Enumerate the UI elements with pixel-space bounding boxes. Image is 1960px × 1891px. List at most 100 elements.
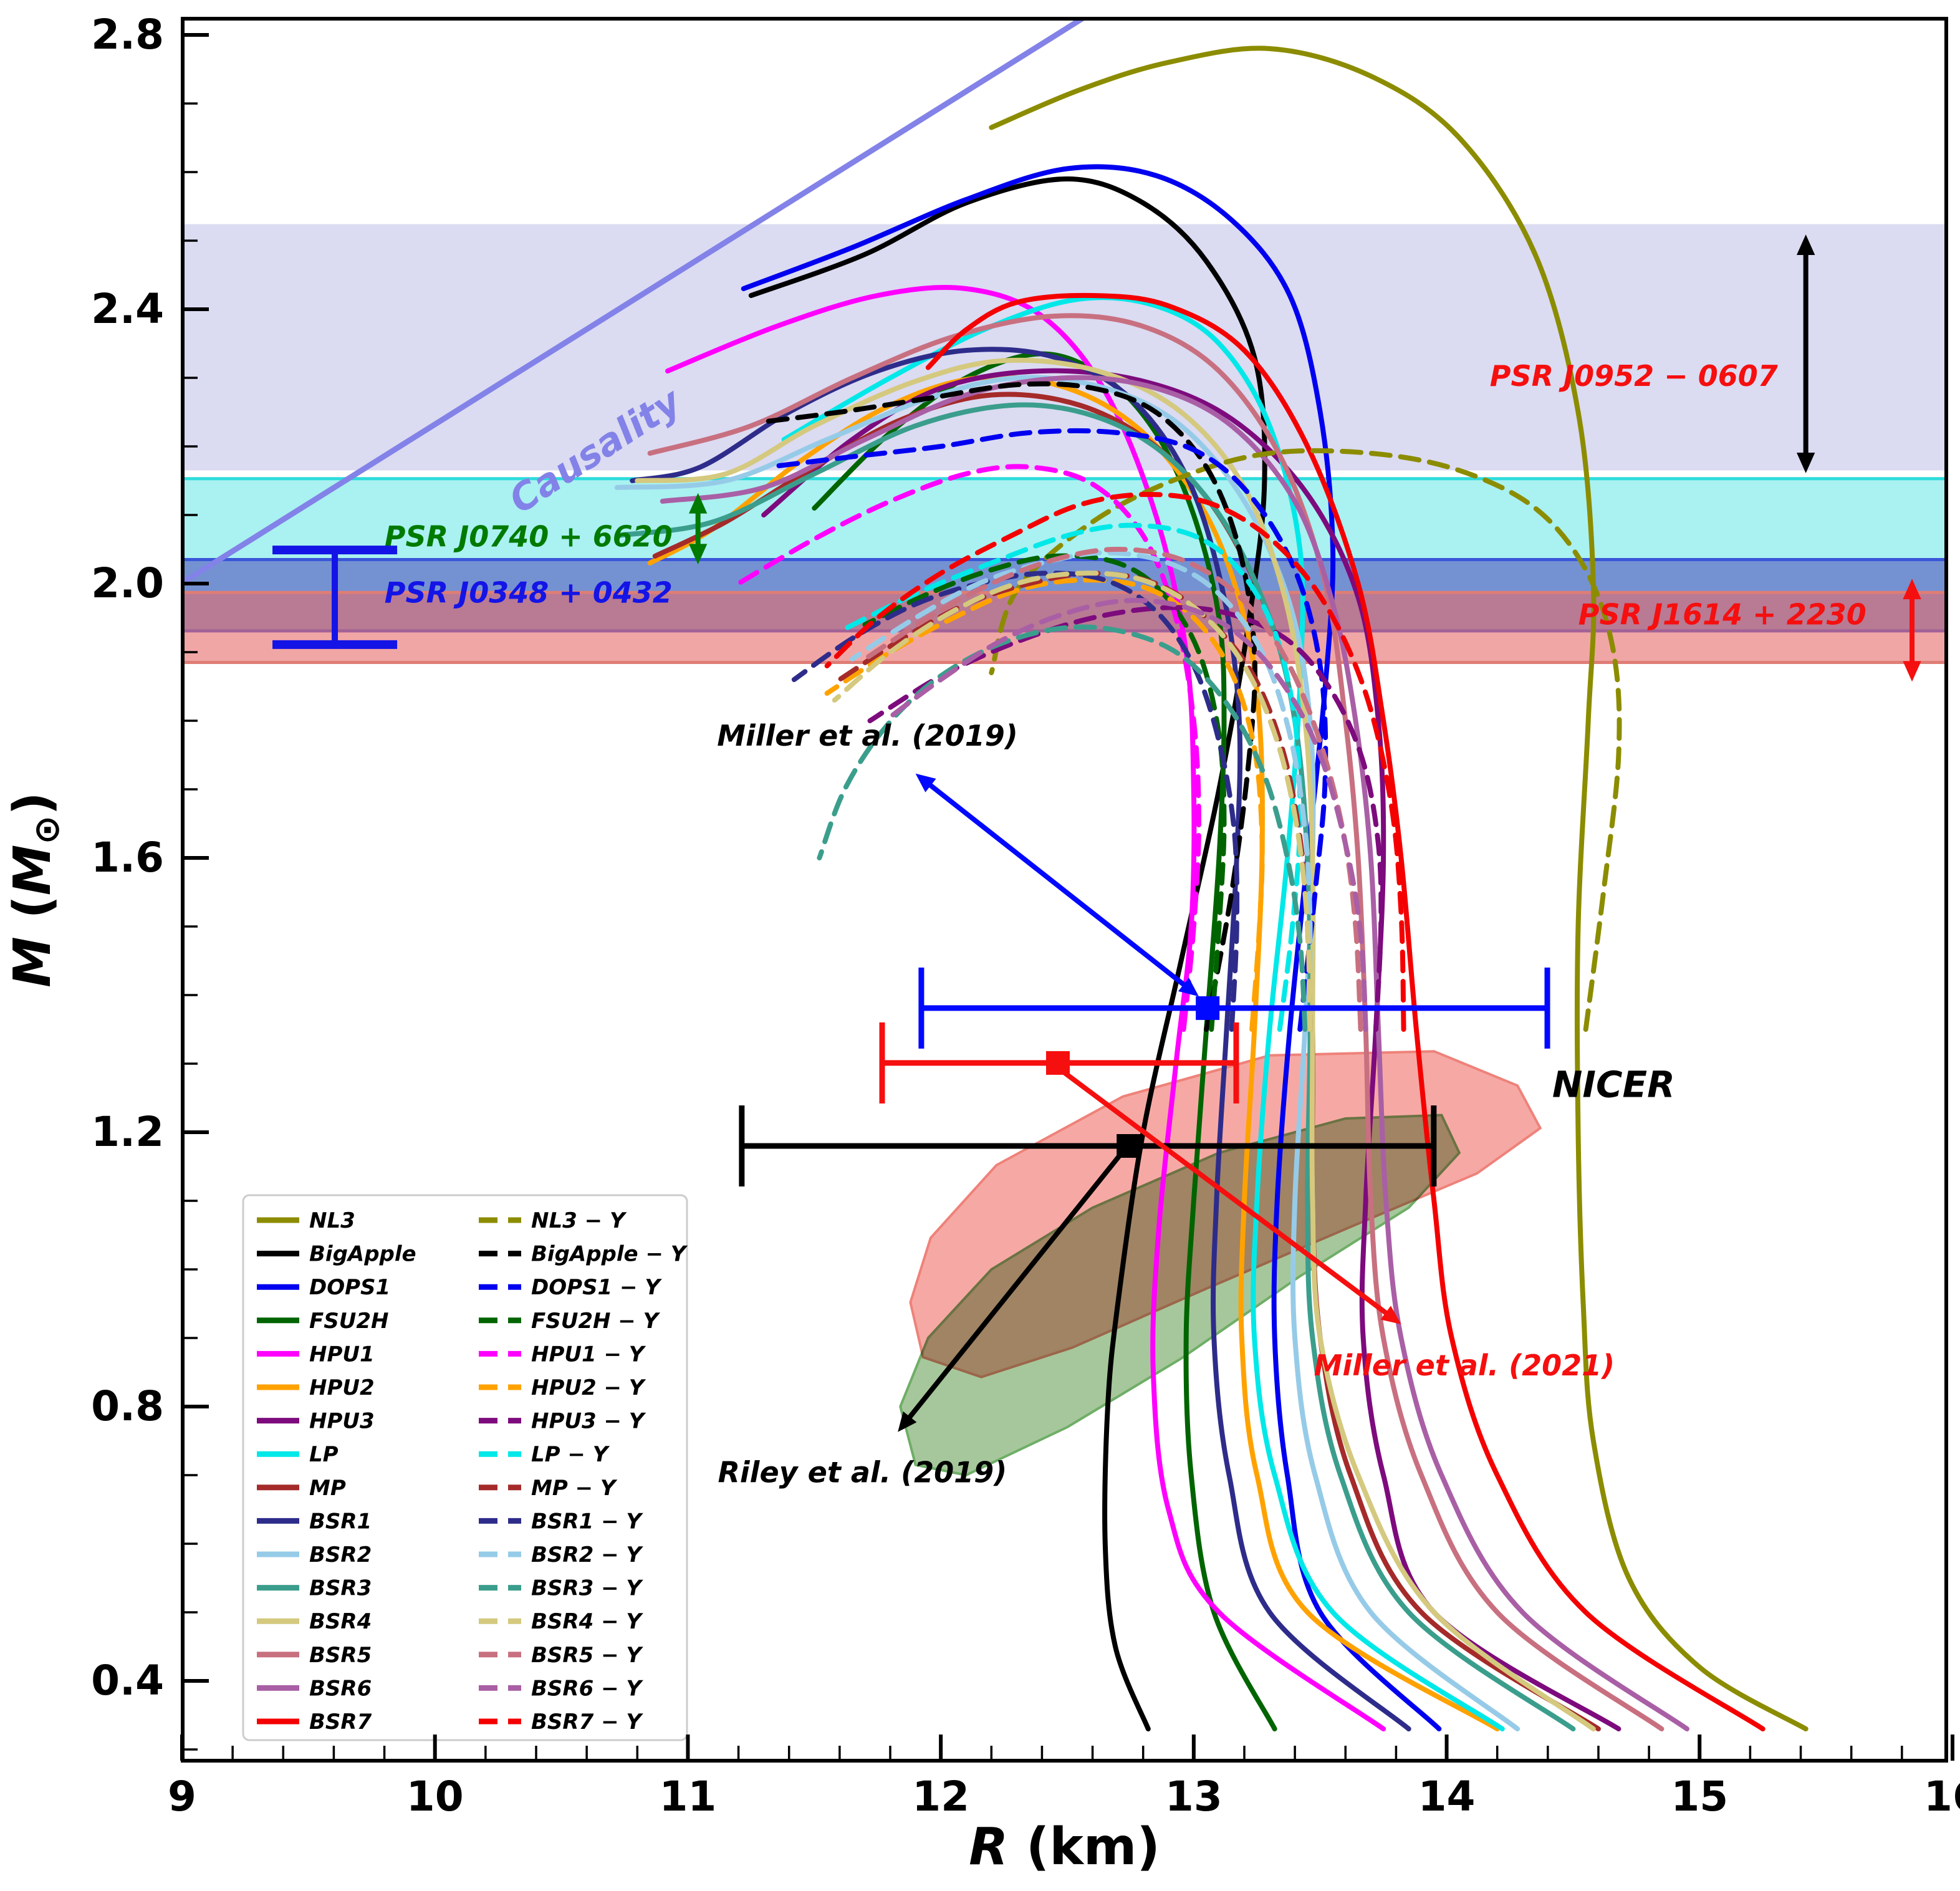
curve-HPU3 (761, 368, 1621, 1731)
legend-label-BSR1: BSR1 (309, 1509, 372, 1534)
legend-item-BSR5−Y: BSR5 − Y (479, 1643, 643, 1668)
curve-BSR5Y (862, 547, 1363, 1032)
x-tick-13: 13 (1165, 1773, 1223, 1821)
legend-label-BigApple − Y: BigApple − Y (531, 1242, 688, 1267)
x-tick-16: 16 (1924, 1773, 1960, 1821)
curve-BSR4Y (832, 570, 1313, 1032)
band-psr-j0952 (183, 224, 1946, 471)
annotation-miller-2021-label: Miller et al. (2021) (1314, 1349, 1615, 1382)
y-tick-0.4: 0.4 (91, 1657, 164, 1705)
legend-item-BSR4−Y: BSR4 − Y (479, 1609, 643, 1634)
band-label-psr-j0952: PSR J0952 − 0607 (1490, 359, 1778, 393)
legend-item-BSR2−Y: BSR2 − Y (479, 1542, 643, 1567)
legend-label-BSR3 − Y: BSR3 − Y (531, 1576, 643, 1601)
legend: NL3 NL3 − Y BigApple BigApple − Y DOPS1 DOPS1… (242, 1194, 688, 1741)
band-label-psr-j1614: PSR J1614 + 2230 (1578, 598, 1866, 632)
legend-label-DOPS1: DOPS1 (309, 1275, 390, 1300)
legend-item-BSR7−Y: BSR7 − Y (479, 1710, 643, 1735)
curve-NL3 (989, 46, 1809, 1731)
legend-label-BSR6 − Y: BSR6 − Y (531, 1676, 643, 1701)
legend-item-HPU1−Y: HPU1 − Y (479, 1342, 646, 1367)
legend-label-FSU2H − Y: FSU2H − Y (531, 1309, 661, 1334)
legend-label-BigApple: BigApple (309, 1242, 416, 1267)
legend-item-HPU1: HPU1 (257, 1342, 375, 1367)
legend-label-HPU3: HPU3 (309, 1409, 375, 1434)
legend-item-BSR5: BSR5 (257, 1643, 372, 1668)
annotation-riley-2019-label: Riley et al. (2019) (718, 1456, 1007, 1489)
axes: 9 10 11 12 13 14 15 16 0.4 0.8 1.2 1.6 2.0 2.4 2.8 R (k… (3, 11, 1960, 1877)
y-axis-label: M (M⊙) (3, 792, 67, 988)
x-tick-9: 9 (168, 1773, 196, 1821)
legend-item-LP: LP (257, 1442, 339, 1467)
annotation-nicer-label: NICER (1552, 1063, 1675, 1105)
curve-BSR7 (925, 292, 1765, 1731)
y-tick-2.4: 2.4 (91, 285, 164, 333)
legend-label-BSR2: BSR2 (309, 1542, 372, 1567)
annotations: Miller et al. (2019) Miller et al. (2021)… (717, 719, 1675, 1489)
legend-item-MP: MP (257, 1476, 346, 1501)
curve-BigAppleY (756, 381, 1257, 1032)
legend-item-BSR3: BSR3 (257, 1576, 372, 1601)
curve-BSR2Y (850, 550, 1313, 1032)
legend-item-BigApple: BigApple (257, 1242, 416, 1267)
x-tick-14: 14 (1418, 1773, 1476, 1821)
x-axis-label: R (km) (969, 1817, 1160, 1877)
curve-DOPS1Y (766, 428, 1328, 1032)
y-tick-2.8: 2.8 (91, 11, 164, 59)
legend-label-BSR2 − Y: BSR2 − Y (531, 1542, 643, 1567)
legend-label-BSR5: BSR5 (309, 1643, 372, 1668)
measurement-j0348-mass-bar (272, 546, 398, 649)
curve-BSR6Y (882, 598, 1368, 1032)
legend-item-BigApple−Y: BigApple − Y (479, 1242, 688, 1267)
band-arrows (688, 234, 1921, 682)
curve-FSU2H (812, 351, 1277, 1731)
curve-FSU2HY (862, 553, 1227, 1032)
legend-label-HPU2: HPU2 (309, 1375, 375, 1400)
legend-item-BSR1: BSR1 (257, 1509, 372, 1534)
legend-label-FSU2H: FSU2H (309, 1309, 388, 1334)
curve-BSR5 (647, 313, 1665, 1731)
curve-HPU1 (665, 284, 1386, 1731)
legend-item-HPU2: HPU2 (257, 1375, 375, 1400)
legend-item-HPU3: HPU3 (257, 1409, 375, 1434)
legend-label-MP: MP (309, 1476, 346, 1501)
legend-label-NL3 − Y: NL3 − Y (531, 1208, 627, 1233)
legend-item-NL3: NL3 (257, 1208, 355, 1233)
curve-BSR7Y (824, 492, 1406, 1032)
eos-curves (614, 46, 1809, 1731)
plot-frame (181, 17, 1948, 1763)
x-tick-12: 12 (912, 1773, 969, 1821)
legend-item-LP−Y: LP − Y (479, 1442, 610, 1467)
legend-item-BSR6: BSR6 (257, 1676, 372, 1701)
legend-item-BSR3−Y: BSR3 − Y (479, 1576, 643, 1601)
measurement-miller-2019-bar (918, 967, 1550, 1049)
y-tick-1.2: 1.2 (91, 1108, 164, 1156)
legend-item-FSU2H: FSU2H (257, 1309, 388, 1334)
band-psr-j0740 (183, 478, 1946, 560)
legend-label-MP − Y: MP − Y (531, 1476, 618, 1501)
curve-BSR4 (635, 357, 1596, 1731)
y-tick-1.6: 1.6 (91, 834, 164, 882)
legend-label-HPU1 − Y: HPU1 − Y (531, 1342, 646, 1367)
legend-label-BSR4 − Y: BSR4 − Y (531, 1609, 643, 1634)
legend-label-BSR5 − Y: BSR5 − Y (531, 1643, 643, 1668)
curve-BSR2 (614, 375, 1520, 1731)
band-label-psr-j0740: PSR J0740 + 6620 (385, 519, 673, 553)
annotation-miller-2019-label: Miller et al. (2019) (717, 719, 1018, 753)
legend-label-BSR7 − Y: BSR7 − Y (531, 1710, 643, 1735)
legend-label-BSR6: BSR6 (309, 1676, 372, 1701)
curve-BigApple (748, 176, 1267, 1731)
y-tick-2: 2.0 (91, 559, 164, 607)
band-labels: PSR J0952 − 0607 PSR J0740 + 6620 PSR J034… (385, 359, 1866, 632)
legend-item-DOPS1−Y: DOPS1 − Y (479, 1275, 662, 1300)
curve-BSR1Y (791, 570, 1240, 1032)
y-tick-0.8: 0.8 (91, 1382, 164, 1430)
legend-label-HPU1: HPU1 (309, 1342, 375, 1367)
legend-item-BSR2: BSR2 (257, 1542, 372, 1567)
curve-NL3Y (989, 448, 1622, 1032)
x-tick-10: 10 (406, 1773, 464, 1821)
measurement-riley-2019-bar (739, 1105, 1437, 1186)
curve-BSR6 (660, 375, 1689, 1731)
legend-item-HPU3−Y: HPU3 − Y (479, 1409, 646, 1434)
